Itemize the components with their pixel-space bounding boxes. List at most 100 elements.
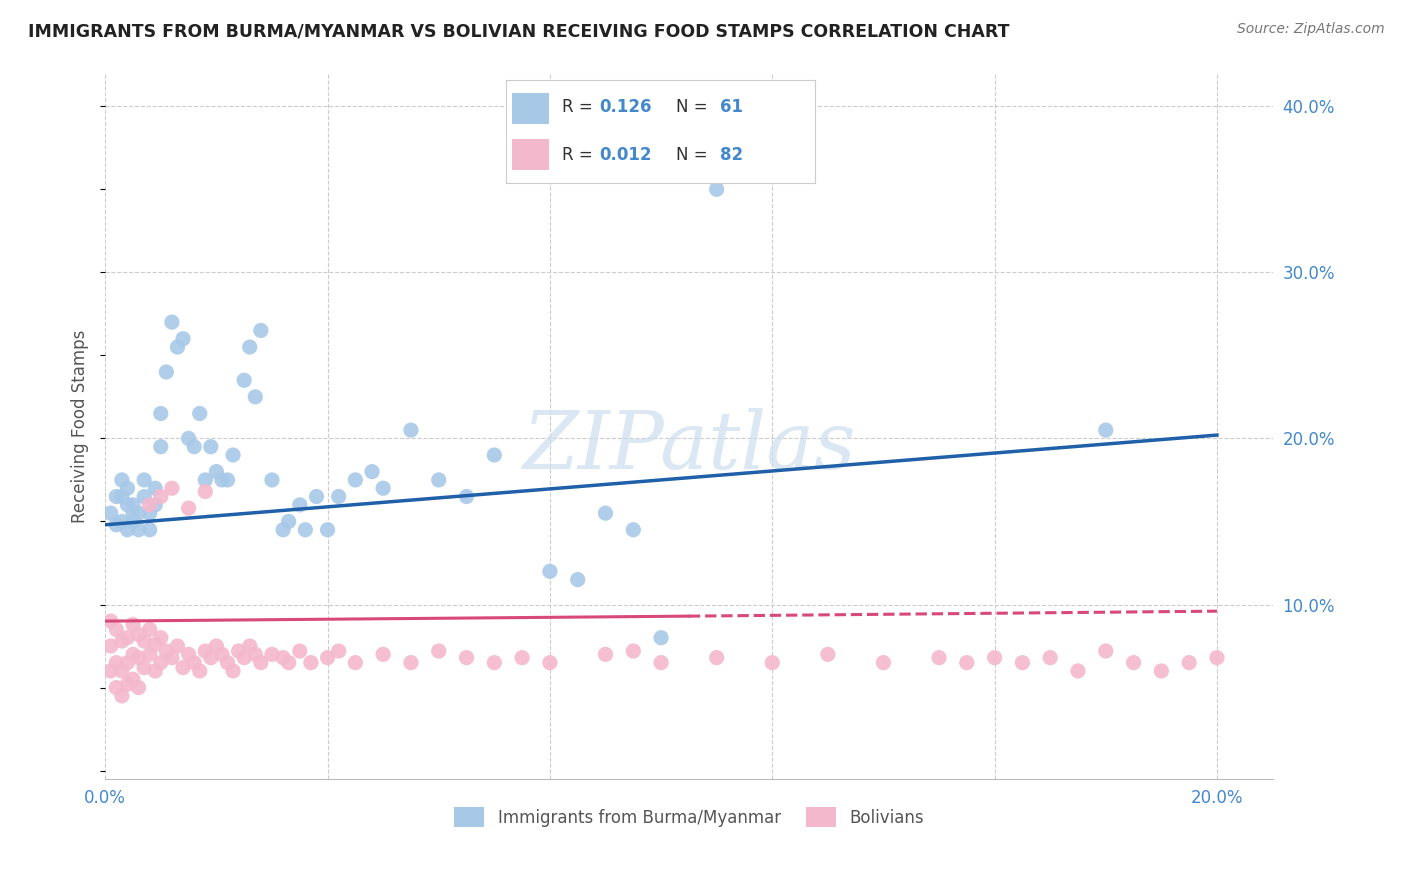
Point [928, 650, 950, 665]
Point [621, 523, 644, 537]
Point [111, 490, 134, 504]
Point [111, 664, 134, 678]
Point [149, 490, 172, 504]
Point [205, 639, 228, 653]
Point [194, 473, 217, 487]
Point [956, 656, 979, 670]
Point [456, 650, 478, 665]
Point [122, 498, 145, 512]
Point [172, 332, 194, 346]
Point [100, 614, 122, 628]
Point [117, 631, 139, 645]
Point [595, 506, 617, 520]
Point [456, 490, 478, 504]
Point [122, 515, 145, 529]
Point [149, 656, 172, 670]
Point [149, 407, 172, 421]
Point [128, 523, 150, 537]
Point [194, 484, 217, 499]
Point [484, 448, 506, 462]
Point [1150, 664, 1173, 678]
Point [117, 481, 139, 495]
Point [1094, 644, 1116, 658]
Point [138, 523, 160, 537]
Y-axis label: Receiving Food Stamps: Receiving Food Stamps [72, 329, 89, 523]
Point [239, 340, 262, 354]
Point [228, 644, 250, 658]
Point [260, 648, 283, 662]
Point [117, 656, 139, 670]
Point [177, 648, 200, 662]
Point [100, 664, 122, 678]
Point [510, 650, 533, 665]
Point [128, 506, 150, 520]
Point [1039, 650, 1062, 665]
Point [128, 627, 150, 641]
Point [271, 523, 294, 537]
Point [239, 639, 262, 653]
Point [361, 465, 384, 479]
Point [111, 634, 134, 648]
Point [100, 506, 122, 520]
Point [122, 617, 145, 632]
Legend: Immigrants from Burma/Myanmar, Bolivians: Immigrants from Burma/Myanmar, Bolivians [447, 800, 931, 834]
Text: ZIPatlas: ZIPatlas [522, 409, 856, 486]
Point [250, 323, 273, 337]
Point [134, 660, 156, 674]
Point [205, 465, 228, 479]
Point [595, 648, 617, 662]
Point [160, 650, 183, 665]
Point [373, 481, 395, 495]
Point [344, 473, 367, 487]
Point [134, 490, 156, 504]
Point [134, 634, 156, 648]
Point [149, 440, 172, 454]
Point [277, 515, 299, 529]
Point [538, 564, 561, 578]
Point [294, 523, 316, 537]
Point [188, 407, 211, 421]
Point [250, 656, 273, 670]
Point [316, 523, 339, 537]
Text: IMMIGRANTS FROM BURMA/MYANMAR VS BOLIVIAN RECEIVING FOOD STAMPS CORRELATION CHAR: IMMIGRANTS FROM BURMA/MYANMAR VS BOLIVIA… [28, 22, 1010, 40]
Point [138, 506, 160, 520]
Point [328, 490, 350, 504]
Point [567, 573, 589, 587]
Point [288, 644, 311, 658]
Point [172, 660, 194, 674]
Point [122, 672, 145, 686]
Point [105, 517, 128, 532]
Point [1206, 650, 1229, 665]
Point [155, 644, 177, 658]
Point [160, 481, 183, 495]
Point [621, 644, 644, 658]
Point [761, 656, 783, 670]
Point [138, 648, 160, 662]
Point [211, 473, 233, 487]
Point [194, 644, 217, 658]
Point [1178, 656, 1201, 670]
Point [217, 473, 239, 487]
Point [122, 648, 145, 662]
Point [245, 648, 267, 662]
Point [427, 644, 450, 658]
Point [260, 473, 283, 487]
Point [872, 656, 894, 670]
Point [706, 650, 728, 665]
Point [111, 473, 134, 487]
Point [328, 644, 350, 658]
Point [111, 689, 134, 703]
Point [105, 681, 128, 695]
Point [134, 473, 156, 487]
Point [427, 473, 450, 487]
Point [188, 664, 211, 678]
Point [222, 448, 245, 462]
Point [217, 656, 239, 670]
Point [200, 440, 222, 454]
Point [166, 340, 188, 354]
Point [160, 315, 183, 329]
Point [138, 623, 160, 637]
Point [111, 515, 134, 529]
Point [245, 390, 267, 404]
Text: 61: 61 [720, 98, 742, 116]
